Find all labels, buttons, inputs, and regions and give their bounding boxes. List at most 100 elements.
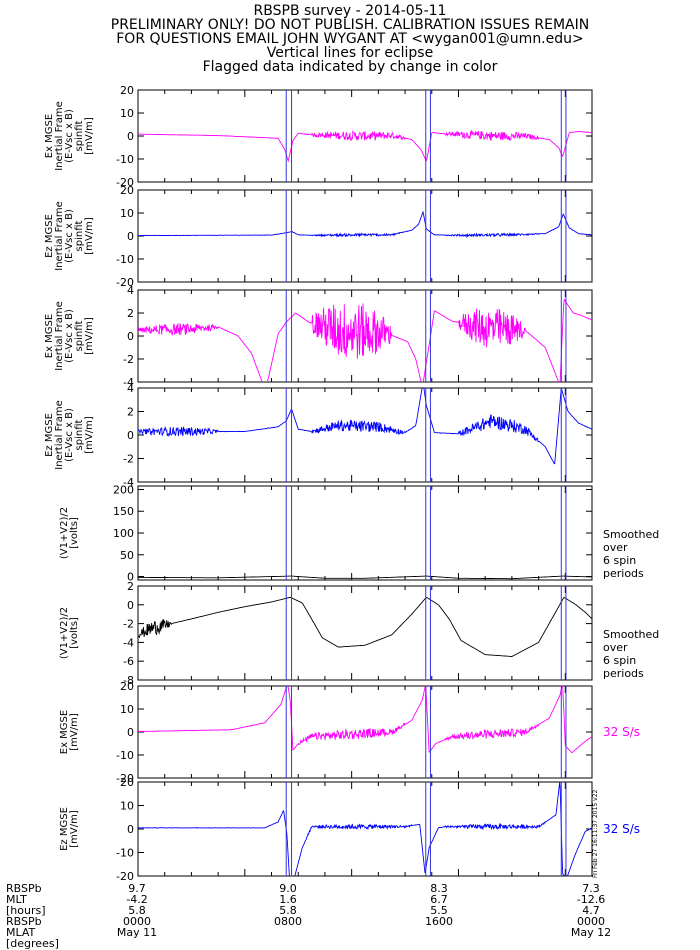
panel-8-ylabel: Ez MGSE [mV/m] bbox=[59, 807, 80, 851]
y-tick-label: 20 bbox=[120, 680, 134, 693]
footer-mlt-4: 7.3 bbox=[582, 882, 600, 895]
panel-1: 20 10 0 -10 -20 bbox=[116, 84, 593, 189]
footer-mlat-3: 6.7 bbox=[430, 893, 448, 906]
panel-7: 20 10 0 -10 -20 bbox=[116, 680, 593, 785]
y-tick-label: 200 bbox=[113, 483, 134, 496]
series-line bbox=[138, 782, 592, 876]
footer-mlat-2: 1.6 bbox=[279, 893, 297, 906]
panel-4-ylabel: Ez MGSE Inertial Frame (E-Vsc x B) spinf… bbox=[44, 400, 95, 470]
y-tick-label: 20 bbox=[120, 776, 134, 789]
footer-time-4: 0000 bbox=[577, 915, 605, 928]
y-tick-label: -2 bbox=[123, 453, 134, 466]
y-tick-label: -20 bbox=[116, 176, 134, 189]
y-tick-label: 0 bbox=[127, 130, 134, 143]
footer-r-2: 5.8 bbox=[279, 904, 297, 917]
chart-header-line-3: FOR QUESTIONS EMAIL JOHN WYGANT AT <wyga… bbox=[116, 31, 584, 47]
panel-frame bbox=[137, 781, 593, 877]
y-tick-label: 0 bbox=[127, 330, 134, 343]
footer-mlt-1: 9.7 bbox=[128, 882, 146, 895]
y-tick-label: -8 bbox=[123, 674, 134, 687]
y-tick-label: 100 bbox=[113, 527, 134, 540]
footer-r-4: 4.7 bbox=[582, 904, 600, 917]
chart-header-line-2: PRELIMINARY ONLY! DO NOT PUBLISH. CALIBR… bbox=[110, 17, 590, 33]
y-tick-label: 10 bbox=[120, 207, 134, 220]
footer-row-label-5: MLAT bbox=[6, 926, 36, 939]
y-tick-label: -20 bbox=[116, 276, 134, 289]
series-line bbox=[138, 129, 592, 163]
y-tick-label: -4 bbox=[123, 636, 134, 649]
y-tick-label: 10 bbox=[120, 800, 134, 813]
chart-header-line-5: Flagged data indicated by change in colo… bbox=[202, 59, 498, 75]
panel-8: 20 10 0 -10 -20 bbox=[116, 776, 593, 883]
footer-row-label-1: RBSPb bbox=[6, 882, 42, 895]
series-line bbox=[138, 575, 592, 580]
panel-frame bbox=[137, 585, 593, 681]
panel-4: 4 2 0 -2 -4 bbox=[123, 382, 593, 489]
panel-5: 200 150 100 50 0 bbox=[113, 483, 593, 584]
panel-frame bbox=[137, 387, 593, 483]
y-tick-label: -6 bbox=[123, 655, 134, 668]
footer-r-3: 5.5 bbox=[430, 904, 448, 917]
footer-row-label-2: MLT bbox=[6, 893, 27, 906]
y-tick-label: 0 bbox=[127, 429, 134, 442]
panel-8-note: 32 S/s bbox=[603, 822, 640, 836]
y-tick-label: 0 bbox=[127, 230, 134, 243]
y-tick-label: -2 bbox=[123, 618, 134, 631]
y-tick-label: -10 bbox=[116, 847, 134, 860]
y-tick-label: 10 bbox=[120, 107, 134, 120]
panel-7-ylabel: Ex MGSE [mV/m] bbox=[59, 709, 80, 755]
panel-6-ylabel: (V1+V2)/2 [volts] bbox=[59, 606, 80, 660]
panel-2: 20 10 0 -10 -20 bbox=[116, 184, 593, 289]
footer-time-3: 1600 bbox=[425, 915, 453, 928]
y-tick-label: 0 bbox=[127, 823, 134, 836]
y-tick-label: 4 bbox=[127, 284, 134, 297]
y-tick-label: 0 bbox=[127, 726, 134, 739]
y-tick-label: 2 bbox=[127, 580, 134, 593]
footer-date-1: May 11 bbox=[116, 926, 158, 939]
version-stamp: Fri Feb 27 16:11:37 2015 v22 bbox=[592, 789, 599, 878]
y-tick-label: 0 bbox=[127, 571, 134, 584]
y-tick-label: -4 bbox=[123, 476, 134, 489]
y-tick-label: -20 bbox=[116, 772, 134, 785]
panel-7-note: 32 S/s bbox=[603, 725, 640, 739]
footer-time-1: 0000 bbox=[123, 915, 151, 928]
y-tick-label: -10 bbox=[116, 153, 134, 166]
footer-row-label-3: [hours] bbox=[6, 904, 46, 917]
panel-1-ylabel: Ex MGSE Inertial Frame (E-Vsc x B) spinf… bbox=[44, 101, 95, 171]
panel-5-ylabel: (V1+V2)/2 [volts] bbox=[59, 506, 80, 560]
footer-mlt-2: 9.0 bbox=[279, 882, 297, 895]
footer-mlat-4: -12.6 bbox=[576, 893, 606, 906]
footer-mlt-3: 8.3 bbox=[430, 882, 448, 895]
y-tick-label: 2 bbox=[127, 307, 134, 320]
series-line bbox=[138, 596, 592, 657]
y-tick-label: -4 bbox=[123, 376, 134, 389]
panel-2-ylabel: Ez MGSE Inertial Frame (E-Vsc x B) spinf… bbox=[44, 201, 95, 271]
y-tick-label: 0 bbox=[127, 599, 134, 612]
footer-mlat-1: -4.2 bbox=[126, 893, 148, 906]
chart-header-line-4: Vertical lines for eclipse bbox=[266, 45, 434, 61]
series-line bbox=[138, 210, 592, 239]
chart-header-line-1: RBSPB survey - 2014-05-11 bbox=[253, 3, 447, 19]
y-tick-label: 10 bbox=[120, 703, 134, 716]
panel-6-note: Smoothed over 6 spin periods bbox=[603, 628, 660, 680]
y-tick-label: -10 bbox=[116, 749, 134, 762]
panel-5-note: Smoothed over 6 spin periods bbox=[603, 528, 660, 580]
series-line bbox=[138, 298, 592, 382]
y-tick-label: 20 bbox=[120, 84, 134, 97]
y-tick-label: 4 bbox=[127, 382, 134, 395]
y-tick-label: -10 bbox=[116, 253, 134, 266]
y-tick-label: 2 bbox=[127, 406, 134, 419]
y-tick-label: 50 bbox=[120, 549, 134, 562]
panel-6: 2 0 -2 -4 -6 -8 bbox=[123, 580, 593, 687]
y-tick-label: -2 bbox=[123, 353, 134, 366]
footer-date-4: May 12 bbox=[570, 926, 612, 939]
panel-3: 4 2 0 -2 -4 bbox=[123, 284, 593, 389]
y-tick-label: 20 bbox=[120, 184, 134, 197]
series-line bbox=[138, 388, 592, 465]
y-tick-label: 150 bbox=[113, 505, 134, 518]
footer-r-1: 5.8 bbox=[128, 904, 146, 917]
panel-frame bbox=[137, 485, 593, 581]
footer-row-label-6: [degrees] bbox=[6, 937, 59, 950]
y-tick-label: -20 bbox=[116, 870, 134, 883]
